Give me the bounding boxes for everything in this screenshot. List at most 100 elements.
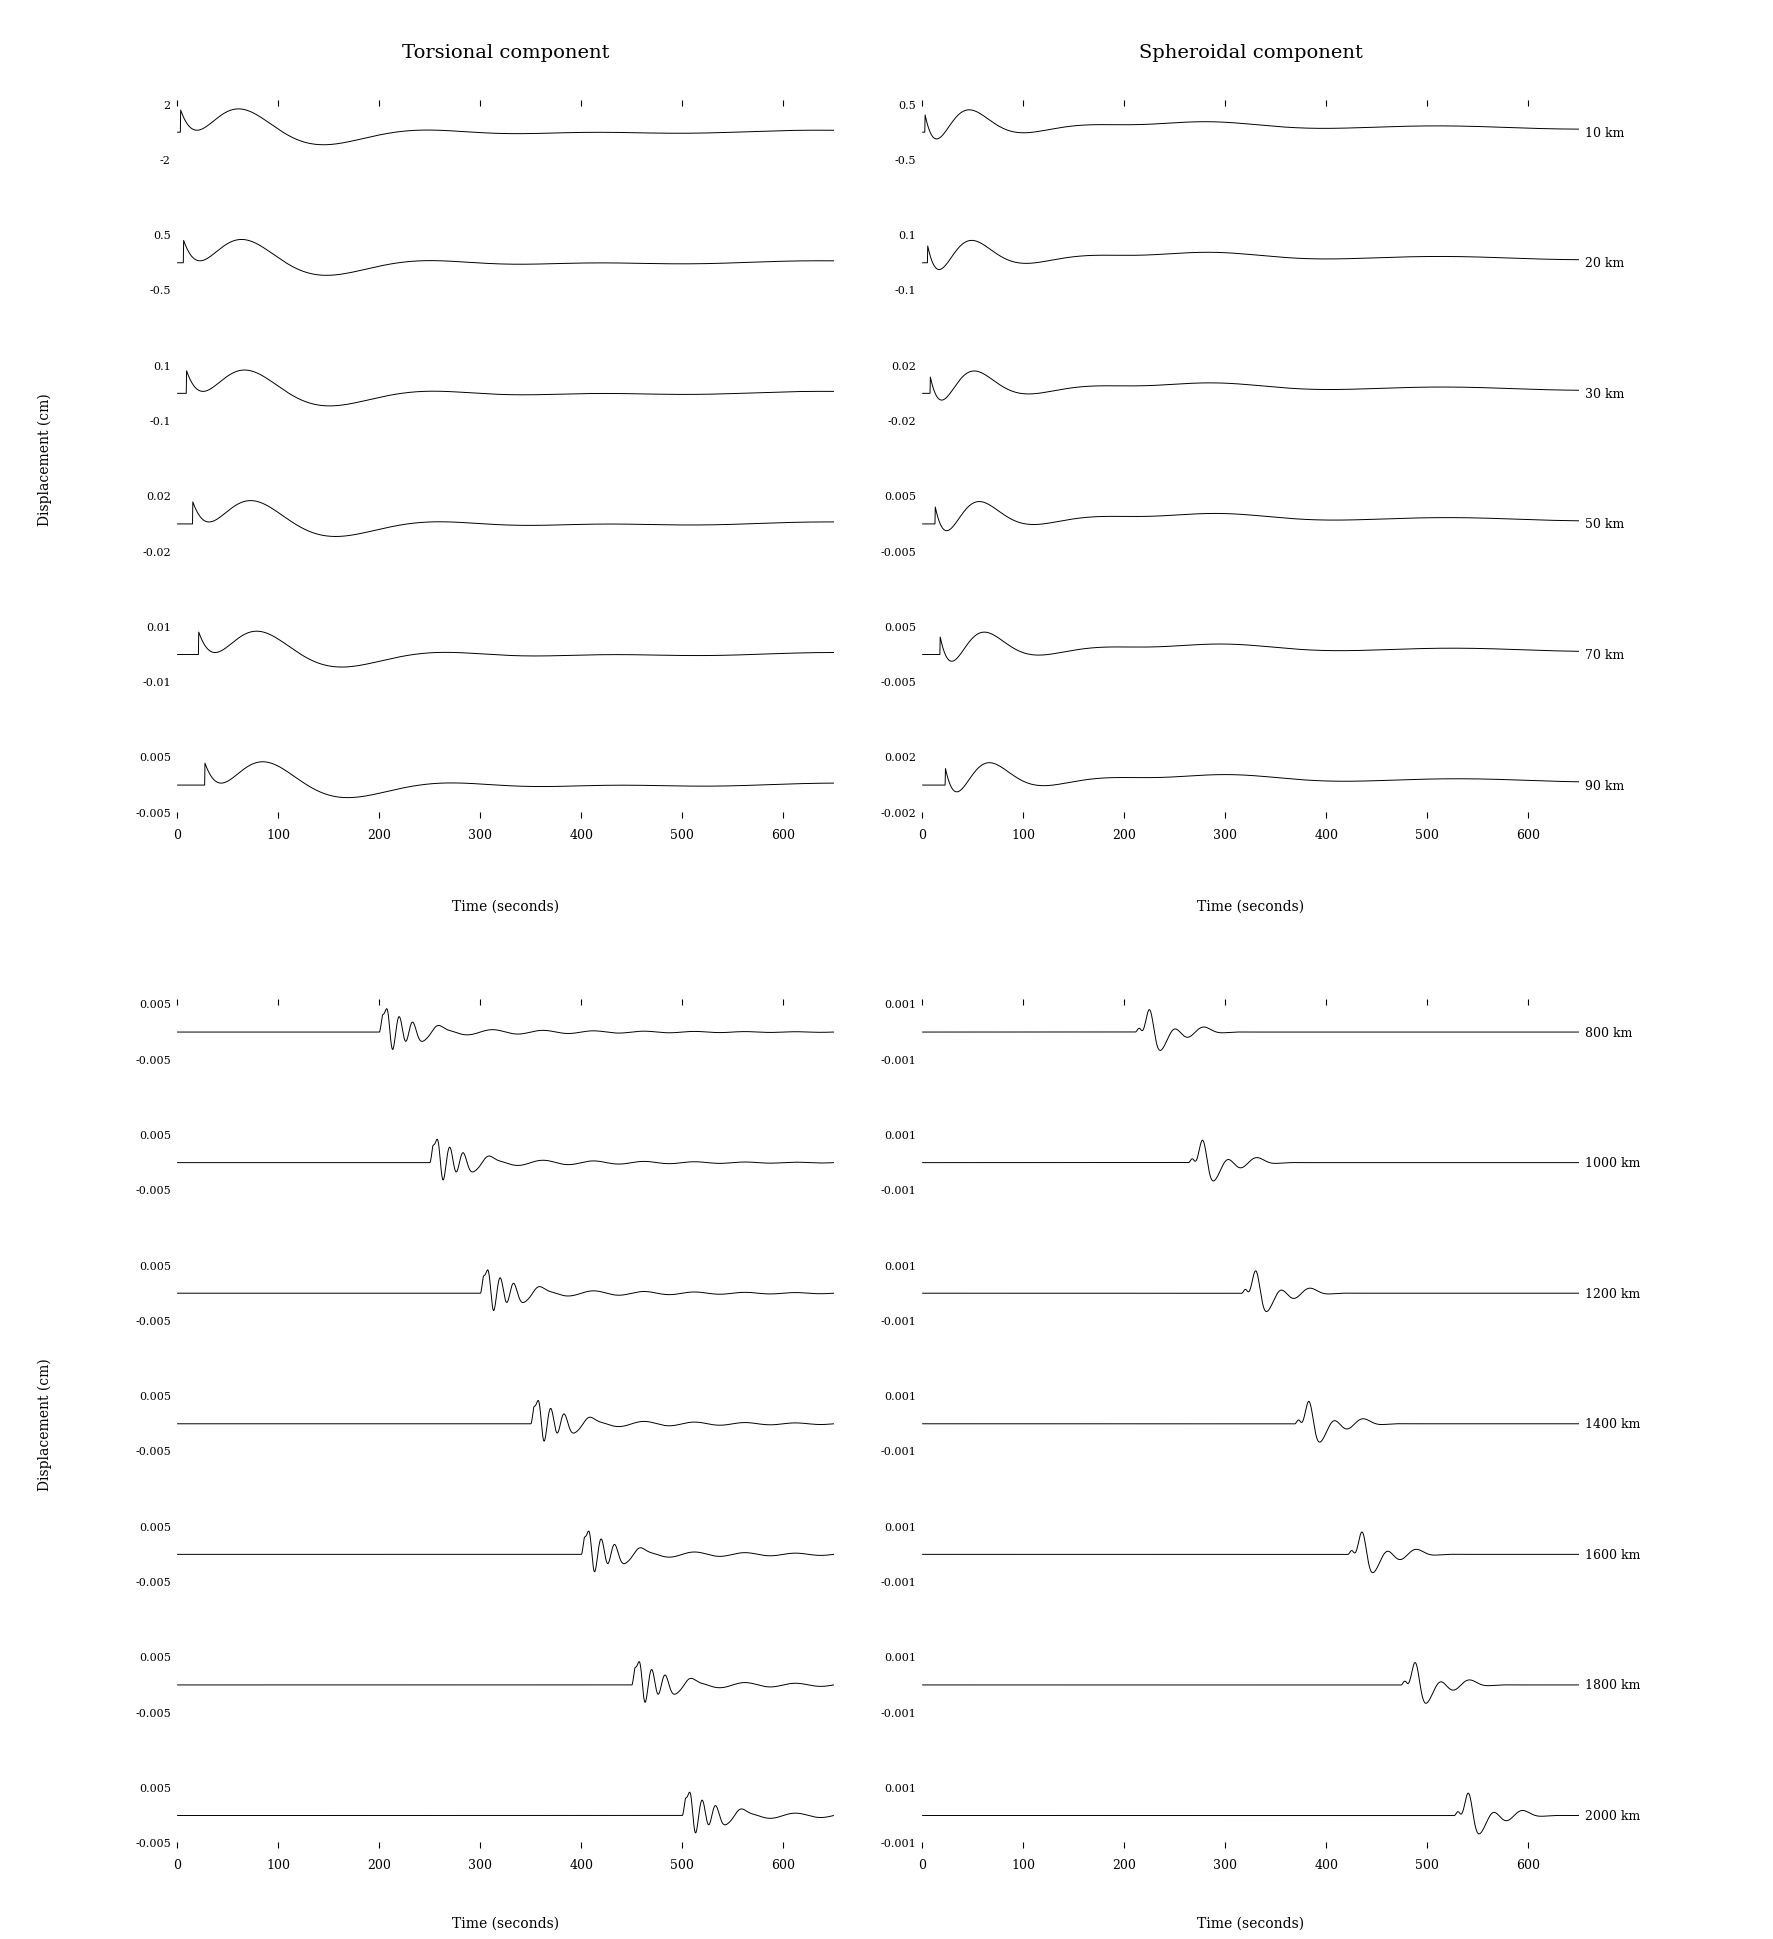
Text: 200: 200 [367, 1858, 392, 1871]
Text: 1200 km: 1200 km [1585, 1287, 1640, 1299]
Text: 0.005: 0.005 [138, 1260, 170, 1270]
Text: -0.001: -0.001 [879, 1055, 915, 1065]
Text: 0.005: 0.005 [138, 1522, 170, 1532]
Text: 0.1: 0.1 [152, 361, 170, 372]
Text: -0.02: -0.02 [886, 417, 915, 427]
Text: 0.005: 0.005 [883, 493, 915, 502]
Text: -0.5: -0.5 [149, 287, 170, 297]
Text: 400: 400 [1314, 1858, 1337, 1871]
Text: 300: 300 [468, 828, 493, 842]
Text: -0.005: -0.005 [879, 547, 915, 556]
Text: 600: 600 [1516, 1858, 1539, 1871]
Text: -0.001: -0.001 [879, 1576, 915, 1588]
Text: 0.001: 0.001 [883, 1260, 915, 1270]
Text: Time (seconds): Time (seconds) [452, 1916, 558, 1929]
Text: 1800 km: 1800 km [1585, 1679, 1640, 1691]
Text: 100: 100 [266, 828, 291, 842]
Text: -0.001: -0.001 [879, 1185, 915, 1196]
Text: 600: 600 [1516, 828, 1539, 842]
Text: 0.001: 0.001 [883, 1001, 915, 1010]
Text: 100: 100 [1011, 1858, 1035, 1871]
Text: -0.005: -0.005 [135, 1055, 170, 1065]
Text: 1000 km: 1000 km [1585, 1156, 1640, 1169]
Text: -0.1: -0.1 [894, 287, 915, 297]
Text: -0.001: -0.001 [879, 1708, 915, 1718]
Text: 500: 500 [670, 1858, 693, 1871]
Text: 0.02: 0.02 [145, 493, 170, 502]
Text: -0.01: -0.01 [142, 679, 170, 688]
Text: 600: 600 [771, 1858, 794, 1871]
Text: 2000 km: 2000 km [1585, 1809, 1640, 1823]
Text: Time (seconds): Time (seconds) [1197, 900, 1303, 913]
Text: -0.002: -0.002 [879, 809, 915, 818]
Text: 30 km: 30 km [1585, 388, 1624, 401]
Text: Time (seconds): Time (seconds) [452, 900, 558, 913]
Text: 2: 2 [163, 101, 170, 111]
Text: 20 km: 20 km [1585, 258, 1624, 270]
Text: 70 km: 70 km [1585, 650, 1624, 661]
Text: 300: 300 [468, 1858, 493, 1871]
Text: 0.001: 0.001 [883, 1784, 915, 1794]
Text: -0.001: -0.001 [879, 1446, 915, 1456]
Text: 0.005: 0.005 [883, 622, 915, 632]
Text: 10 km: 10 km [1585, 126, 1624, 140]
Text: 0.001: 0.001 [883, 1522, 915, 1532]
Text: -0.005: -0.005 [879, 679, 915, 688]
Text: 0: 0 [918, 1858, 926, 1871]
Text: Time (seconds): Time (seconds) [1197, 1916, 1303, 1929]
Text: Displacement (cm): Displacement (cm) [37, 1357, 51, 1491]
Text: Displacement (cm): Displacement (cm) [37, 394, 51, 525]
Text: -0.005: -0.005 [135, 1708, 170, 1718]
Text: 300: 300 [1213, 1858, 1238, 1871]
Text: -0.5: -0.5 [894, 155, 915, 165]
Text: 0.02: 0.02 [890, 361, 915, 372]
Text: -0.02: -0.02 [142, 547, 170, 556]
Text: 200: 200 [367, 828, 392, 842]
Text: Spheroidal component: Spheroidal component [1138, 45, 1362, 62]
Text: 0.5: 0.5 [152, 231, 170, 240]
Text: 600: 600 [771, 828, 794, 842]
Text: -0.005: -0.005 [135, 1576, 170, 1588]
Text: 0.005: 0.005 [138, 1130, 170, 1140]
Text: 0.005: 0.005 [138, 1392, 170, 1402]
Text: 400: 400 [569, 828, 592, 842]
Text: -0.1: -0.1 [149, 417, 170, 427]
Text: -0.005: -0.005 [135, 1185, 170, 1196]
Text: -0.001: -0.001 [879, 1317, 915, 1326]
Text: 0.01: 0.01 [145, 622, 170, 632]
Text: 500: 500 [1415, 1858, 1438, 1871]
Text: -2: -2 [160, 155, 170, 165]
Text: 0.001: 0.001 [883, 1652, 915, 1662]
Text: 500: 500 [670, 828, 693, 842]
Text: 800 km: 800 km [1585, 1026, 1631, 1039]
Text: 0.001: 0.001 [883, 1130, 915, 1140]
Text: -0.005: -0.005 [135, 1838, 170, 1848]
Text: 0.005: 0.005 [138, 752, 170, 764]
Text: -0.005: -0.005 [135, 809, 170, 818]
Text: 0.1: 0.1 [897, 231, 915, 240]
Text: 400: 400 [1314, 828, 1337, 842]
Text: 0.001: 0.001 [883, 1392, 915, 1402]
Text: 0.5: 0.5 [897, 101, 915, 111]
Text: 0.005: 0.005 [138, 1652, 170, 1662]
Text: 500: 500 [1415, 828, 1438, 842]
Text: 0: 0 [174, 828, 181, 842]
Text: -0.005: -0.005 [135, 1446, 170, 1456]
Text: 1600 km: 1600 km [1585, 1547, 1640, 1561]
Text: 100: 100 [1011, 828, 1035, 842]
Text: 0: 0 [174, 1858, 181, 1871]
Text: 1400 km: 1400 km [1585, 1417, 1640, 1431]
Text: 50 km: 50 km [1585, 518, 1624, 531]
Text: 0.005: 0.005 [138, 1001, 170, 1010]
Text: 0.005: 0.005 [138, 1784, 170, 1794]
Text: Torsional component: Torsional component [402, 45, 608, 62]
Text: 90 km: 90 km [1585, 779, 1624, 793]
Text: 200: 200 [1112, 1858, 1136, 1871]
Text: 300: 300 [1213, 828, 1238, 842]
Text: -0.005: -0.005 [135, 1317, 170, 1326]
Text: 400: 400 [569, 1858, 592, 1871]
Text: 200: 200 [1112, 828, 1136, 842]
Text: 0: 0 [918, 828, 926, 842]
Text: 100: 100 [266, 1858, 291, 1871]
Text: 0.002: 0.002 [883, 752, 915, 764]
